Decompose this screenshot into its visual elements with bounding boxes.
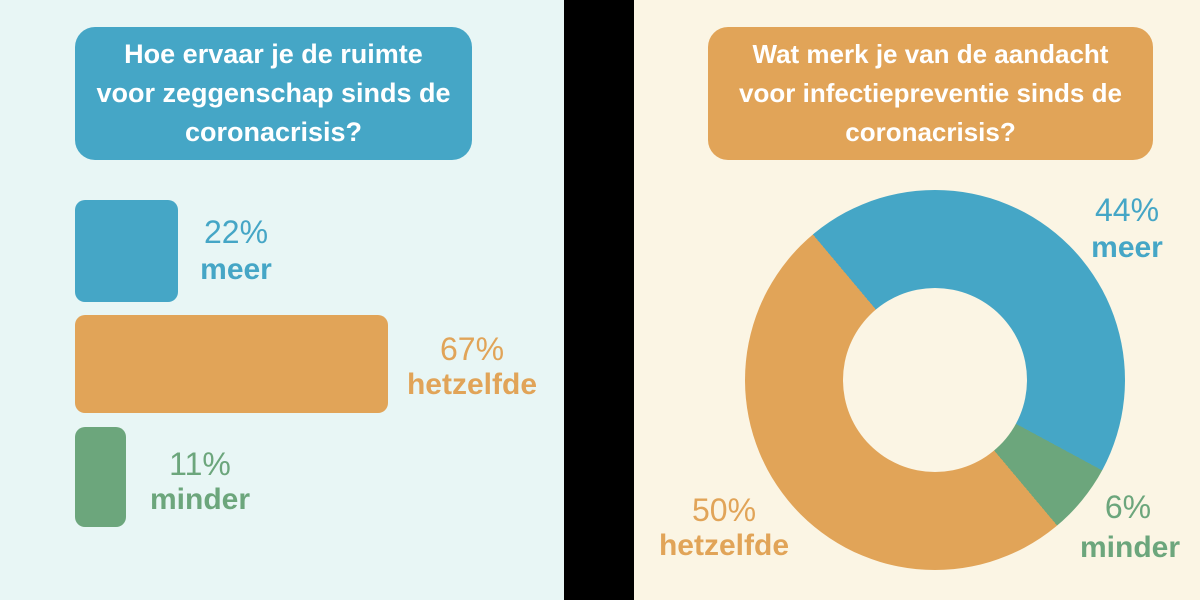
slice-label-meer: meer: [1091, 231, 1163, 264]
bar-value-minder: 11%: [169, 446, 231, 482]
bar-value-meer: 22%: [203, 214, 269, 250]
bar-label-minder: minder: [149, 483, 251, 516]
zeggenschap-panel: Hoe ervaar je de ruimte voor zeggenschap…: [0, 0, 564, 600]
question-box-zeggenschap: Hoe ervaar je de ruimte voor zeggenschap…: [75, 27, 472, 160]
question-line: Wat merk je van de aandacht: [752, 39, 1109, 69]
bar-label-meer: meer: [200, 253, 272, 286]
donut-chart: [745, 190, 1125, 570]
slice-value-minder: 6%: [1104, 489, 1152, 525]
bar-meer: [75, 200, 178, 302]
slice-value-hetzelfde: 50%: [691, 492, 757, 528]
slice-label-hetzelfde: hetzelfde: [658, 529, 790, 562]
panel-divider: [564, 0, 634, 600]
infectiepreventie-panel: Wat merk je van de aandacht voor infecti…: [634, 0, 1200, 600]
question-line: coronacrisis?: [184, 117, 363, 147]
slice-value-meer: 44%: [1094, 192, 1160, 228]
donut-hole: [843, 288, 1027, 472]
question-line: Hoe ervaar je de ruimte: [124, 39, 423, 69]
bar-label-hetzelfde: hetzelfde: [406, 368, 538, 401]
question-box-infectiepreventie: Wat merk je van de aandacht voor infecti…: [708, 27, 1153, 160]
question-line: voor zeggenschap sinds de: [96, 78, 451, 108]
question-line: coronacrisis?: [845, 117, 1016, 147]
bar-minder: [75, 427, 126, 527]
question-line: voor infectiepreventie sinds de: [739, 78, 1122, 108]
bar-hetzelfde: [75, 315, 388, 413]
slice-label-minder: minder: [1079, 531, 1181, 564]
bar-value-hetzelfde: 67%: [439, 331, 505, 367]
